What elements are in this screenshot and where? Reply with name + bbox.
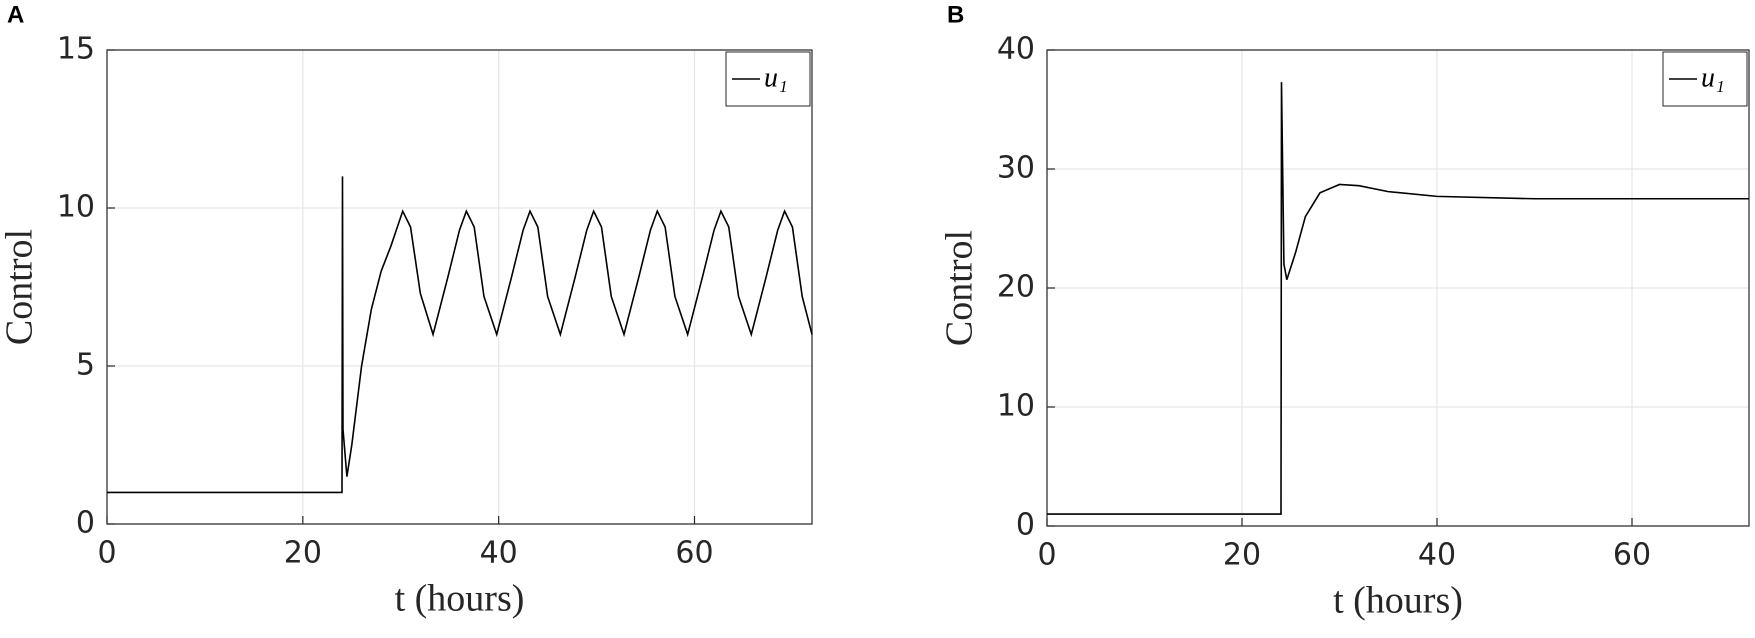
y-tick-label: 20 (997, 270, 1035, 305)
line (1047, 82, 1749, 515)
x-tick-label: 60 (1613, 538, 1651, 573)
y-axis-label: Control (939, 230, 981, 346)
x-axis-label: t (hours) (1333, 580, 1463, 622)
y-tick-label: 15 (57, 32, 95, 67)
y-tick-label: 0 (76, 506, 95, 541)
panel-label: B (947, 1, 964, 28)
x-tick-label: 0 (97, 536, 116, 571)
y-tick-label: 10 (57, 190, 95, 225)
x-tick-label: 20 (1223, 538, 1261, 573)
y-tick-label: 30 (997, 151, 1035, 186)
plot-frame (106, 49, 813, 525)
plot-frame (1046, 49, 1750, 527)
y-tick-label: 10 (997, 389, 1035, 424)
x-tick-label: 20 (284, 536, 322, 571)
y-tick-label: 0 (1016, 508, 1035, 543)
legend-label: u₁ (764, 62, 788, 93)
line (107, 176, 813, 494)
y-tick-label: 5 (76, 348, 95, 383)
x-tick-label: 0 (1037, 538, 1056, 573)
legend-label: u₁ (1701, 62, 1725, 93)
y-axis-label: Control (0, 229, 41, 345)
panel-label: A (7, 1, 24, 28)
x-tick-label: 60 (675, 536, 713, 571)
x-tick-label: 40 (1418, 538, 1456, 573)
x-tick-label: 40 (480, 536, 518, 571)
x-axis-label: t (hours) (395, 578, 525, 620)
y-tick-label: 40 (997, 32, 1035, 67)
